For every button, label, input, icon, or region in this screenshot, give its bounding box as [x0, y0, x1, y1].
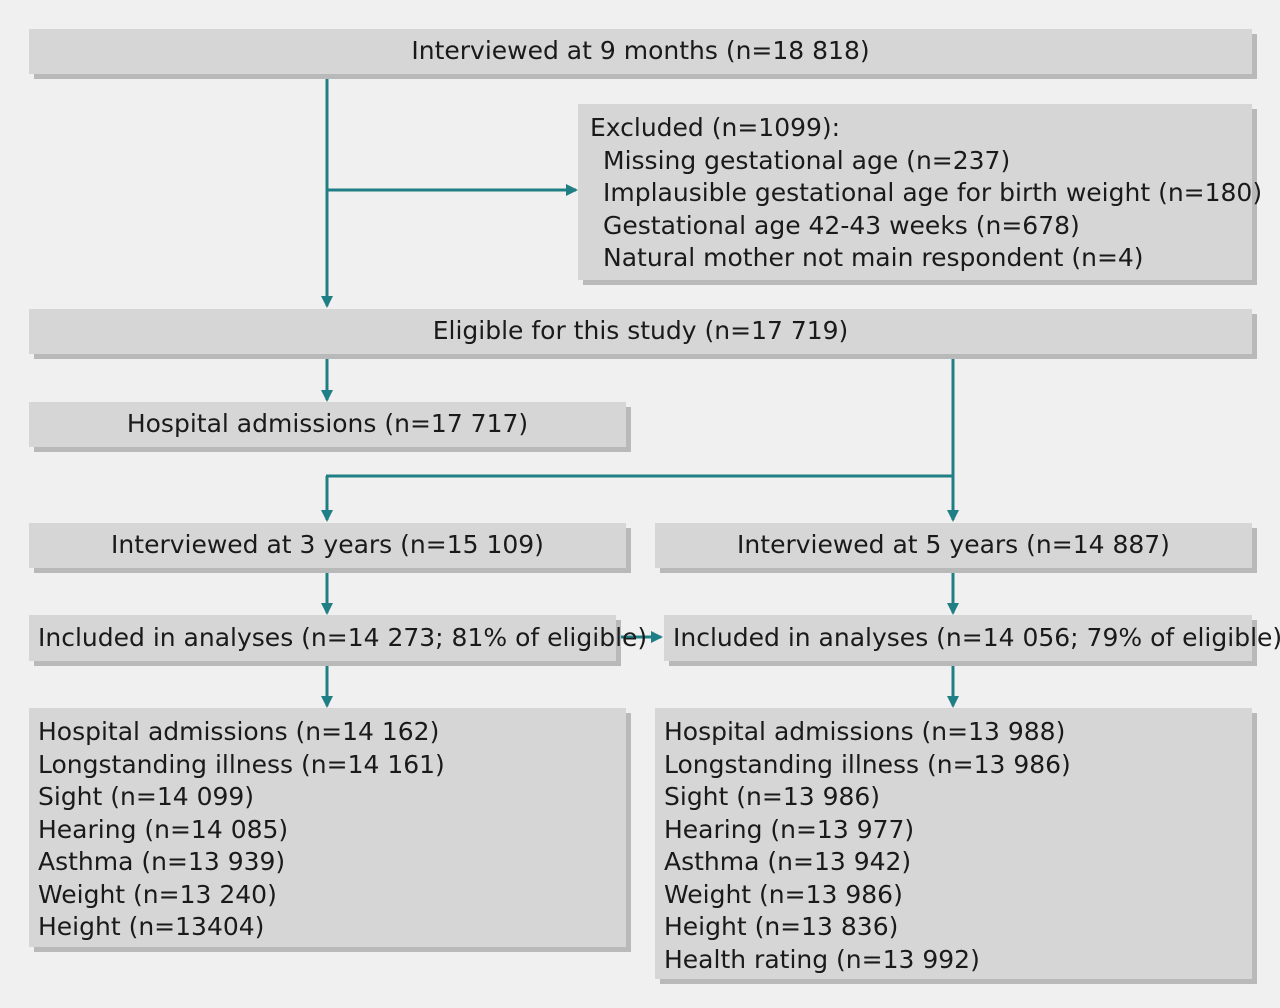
outcome-item: Asthma (n=13 942) [664, 847, 912, 876]
outcome-item: Hospital admissions (n=14 162) [38, 717, 440, 746]
outcome-item: Asthma (n=13 939) [38, 847, 286, 876]
eligible-label: Eligible for this study (n=17 719) [432, 316, 849, 346]
outcome-item: Weight (n=13 240) [38, 879, 277, 909]
outcome-item: Hearing (n=14 085) [38, 814, 289, 844]
outcomes-3-years-box: Hospital admissions (n=14 162) Longstand… [29, 708, 626, 947]
interviewed-9-months-box: Interviewed at 9 months (n=18 818) [29, 29, 1252, 74]
excluded-item: Gestational age 42-43 weeks (n=678) [603, 210, 1080, 240]
interviewed-5-years-label: Interviewed at 5 years (n=14 887) [737, 530, 1170, 560]
included-5-years-label: Included in analyses (n=14 056; 79% of e… [673, 622, 1280, 652]
outcomes-5-years-box: Hospital admissions (n=13 988) Longstand… [655, 708, 1252, 979]
interviewed-5-years-box: Interviewed at 5 years (n=14 887) [655, 523, 1252, 568]
included-3-years-box: Included in analyses (n=14 273; 81% of e… [29, 615, 647, 661]
hospital-admissions-label: Hospital admissions (n=17 717) [126, 409, 529, 439]
included-5-years-box: Included in analyses (n=14 056; 79% of e… [664, 615, 1280, 661]
eligible-box: Eligible for this study (n=17 719) [29, 309, 1252, 354]
excluded-item: Implausible gestational age for birth we… [603, 178, 1263, 207]
outcome-item: Sight (n=13 986) [664, 782, 881, 811]
excluded-heading: Excluded (n=1099): [590, 113, 841, 142]
interviewed-3-years-label: Interviewed at 3 years (n=15 109) [111, 530, 544, 560]
outcome-item: Height (n=13404) [38, 912, 265, 941]
outcome-item: Longstanding illness (n=13 986) [664, 749, 1071, 779]
outcome-item: Sight (n=14 099) [38, 782, 255, 811]
excluded-item: Natural mother not main respondent (n=4) [603, 243, 1144, 272]
hospital-admissions-box: Hospital admissions (n=17 717) [29, 402, 626, 447]
outcome-item: Longstanding illness (n=14 161) [38, 749, 445, 779]
excluded-box: Excluded (n=1099): Missing gestational a… [578, 104, 1263, 280]
outcome-item: Height (n=13 836) [664, 912, 899, 941]
outcome-item: Hospital admissions (n=13 988) [664, 717, 1066, 746]
included-3-years-label: Included in analyses (n=14 273; 81% of e… [38, 622, 648, 652]
outcome-item: Weight (n=13 986) [664, 879, 903, 909]
outcome-item: Health rating (n=13 992) [664, 944, 980, 974]
interviewed-3-years-box: Interviewed at 3 years (n=15 109) [29, 523, 626, 568]
outcome-item: Hearing (n=13 977) [664, 814, 915, 844]
interviewed-9-months-label: Interviewed at 9 months (n=18 818) [411, 36, 870, 66]
excluded-item: Missing gestational age (n=237) [603, 145, 1011, 175]
